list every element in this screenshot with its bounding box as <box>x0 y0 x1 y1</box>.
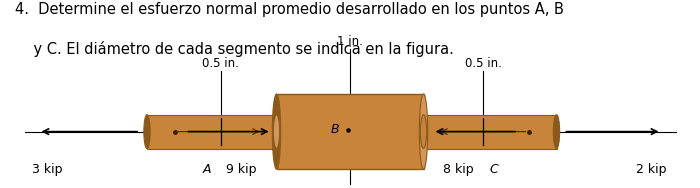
Text: y C. El diámetro de cada segmento se indica en la figura.: y C. El diámetro de cada segmento se ind… <box>15 41 454 57</box>
Text: 0.5 in.: 0.5 in. <box>202 57 239 70</box>
Bar <box>424 115 556 149</box>
Text: 8 kip: 8 kip <box>443 163 474 176</box>
Text: 9 kip: 9 kip <box>226 163 257 176</box>
Ellipse shape <box>272 94 281 169</box>
Text: C: C <box>489 163 498 176</box>
Text: 1 in.: 1 in. <box>337 35 363 48</box>
Bar <box>276 94 424 169</box>
Bar <box>147 115 276 149</box>
Ellipse shape <box>419 94 428 169</box>
Ellipse shape <box>144 115 150 149</box>
Text: 3 kip: 3 kip <box>32 163 63 176</box>
Ellipse shape <box>420 115 426 149</box>
Text: B: B <box>331 123 340 136</box>
Ellipse shape <box>553 115 560 149</box>
Ellipse shape <box>273 115 279 149</box>
Text: 4.  Determine el esfuerzo normal promedio desarrollado en los puntos A, B: 4. Determine el esfuerzo normal promedio… <box>15 2 564 17</box>
Text: 0.5 in.: 0.5 in. <box>465 57 501 70</box>
Text: 2 kip: 2 kip <box>636 163 666 176</box>
Text: A: A <box>202 163 211 176</box>
